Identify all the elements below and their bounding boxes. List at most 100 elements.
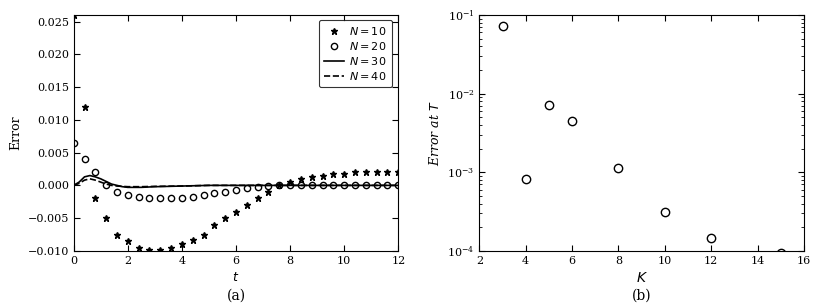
$N=10$ [123,239,133,243]
$N=30$ [101,180,111,183]
$N=10$ [177,243,187,246]
$N=10$ [328,172,338,176]
$N=40$ [366,184,376,187]
$N=30$ [117,185,127,188]
$N=10$ [371,170,381,174]
$N=30$ [69,184,79,187]
$N=20$ [90,170,100,174]
$N=30$ [136,185,146,189]
$N=10$ [350,170,360,174]
$N=40$ [312,184,322,187]
$N=20$ [209,192,219,195]
$N=10$ [166,246,176,249]
Line: $N=40$: $N=40$ [74,179,398,187]
$N=20$ [371,184,381,187]
$N=10$ [252,197,262,200]
$N=10$ [198,233,208,236]
Legend: $N=10$, $N=20$, $N=30$, $N=40$: $N=10$, $N=20$, $N=30$, $N=40$ [319,20,391,87]
$N=10$ [112,233,122,236]
$N=40$ [150,185,160,188]
$N=30$ [74,180,84,184]
$N=40$ [177,184,187,188]
$N=40$ [393,184,403,187]
$N=20$ [360,184,370,187]
$N=10$ [133,246,143,249]
$N=20$ [166,197,176,200]
$N=20$ [339,184,349,187]
$N=30$ [204,184,214,187]
$N=20$ [112,190,122,194]
$N=40$ [123,185,133,188]
Line: $N=10$: $N=10$ [70,12,401,253]
$N=20$ [220,190,230,194]
$N=20$ [198,193,208,197]
$N=40$ [339,184,349,187]
$N=40$ [106,184,116,187]
$N=20$ [79,157,89,161]
$N=40$ [285,184,295,187]
$N=40$ [90,178,100,182]
$N=10$ [220,216,230,220]
Text: (b): (b) [631,289,650,303]
$N=30$ [150,185,160,188]
$N=30$ [366,184,376,187]
$N=30$ [85,174,95,177]
$N=20$ [242,186,251,190]
$N=10$ [242,203,251,207]
X-axis label: $K$: $K$ [635,271,647,285]
$N=30$ [96,177,106,181]
$N=20$ [188,195,197,198]
$N=30$ [231,184,241,187]
$N=10$ [393,170,403,174]
$N=20$ [123,193,133,197]
$N=20$ [317,184,327,187]
$N=10$ [79,105,89,109]
$N=20$ [144,196,154,200]
$N=40$ [136,185,146,188]
$N=20$ [328,184,338,187]
$N=40$ [79,178,89,182]
$N=10$ [339,172,349,175]
$N=40$ [204,184,214,187]
$N=40$ [101,182,111,186]
$N=10$ [382,170,392,174]
$N=20$ [101,184,111,187]
$N=40$ [96,180,106,184]
Text: (a): (a) [226,289,245,303]
$N=40$ [112,184,122,188]
$N=30$ [285,184,295,187]
$N=10$ [144,248,154,252]
$N=30$ [123,185,133,189]
$N=20$ [155,197,165,200]
$N=20$ [133,195,143,199]
Line: $N=20$: $N=20$ [70,140,401,202]
$N=30$ [79,175,89,179]
$N=10$ [90,197,100,200]
$N=40$ [69,184,79,187]
$N=40$ [258,184,268,187]
$N=10$ [274,184,284,187]
$N=30$ [106,182,116,186]
$N=10$ [296,177,305,181]
$N=20$ [296,184,305,187]
$N=30$ [112,184,122,187]
$N=40$ [85,177,95,181]
X-axis label: $t$: $t$ [232,271,239,284]
$N=30$ [312,184,322,187]
$N=20$ [382,184,392,187]
$N=30$ [177,184,187,188]
$N=40$ [74,181,84,185]
$N=10$ [317,174,327,177]
$N=30$ [90,175,100,179]
Y-axis label: Error at $T$: Error at $T$ [428,100,441,166]
$N=20$ [274,184,284,187]
$N=10$ [155,248,165,252]
$N=10$ [69,13,79,17]
$N=20$ [393,184,403,187]
$N=20$ [252,185,262,188]
$N=10$ [101,216,111,220]
$N=10$ [209,223,219,226]
$N=30$ [339,184,349,187]
$N=10$ [188,238,197,242]
$N=40$ [231,184,241,187]
